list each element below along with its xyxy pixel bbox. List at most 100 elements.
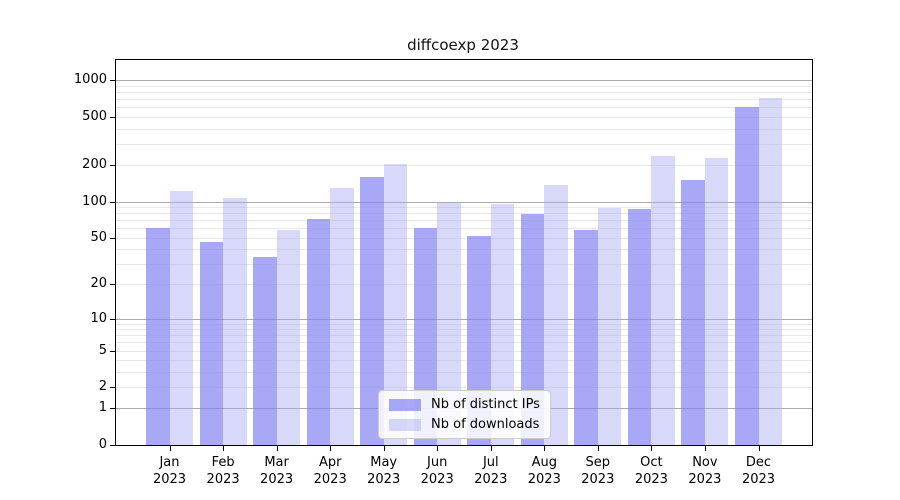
x-tick-mark [223, 445, 225, 451]
x-tick-mark [544, 445, 546, 451]
x-tick-mark [330, 445, 332, 451]
gridline-minor [116, 387, 812, 388]
gridline-minor [116, 329, 812, 331]
x-tick-label: Jan 2023 [152, 455, 187, 487]
bar-distinct-ips-jan [146, 228, 170, 445]
gridline-minor [116, 323, 812, 325]
bar-downloads-dec [758, 97, 782, 445]
gridline-minor [116, 213, 812, 215]
x-tick-mark [758, 445, 760, 451]
gridline-minor [116, 228, 812, 230]
gridline-minor [116, 342, 812, 344]
y-tick-label: 2 [98, 379, 107, 394]
bar-distinct-ips-may [360, 176, 384, 445]
gridline-minor [116, 249, 812, 250]
legend-swatch-distinct-ips [389, 398, 421, 411]
gridline-minor [116, 107, 812, 109]
y-tick-mark [110, 318, 116, 320]
x-tick-mark [383, 445, 385, 451]
y-tick-label: 10 [90, 310, 107, 326]
gridline-minor [116, 117, 812, 118]
legend-row: Nb of downloads [389, 417, 540, 432]
y-tick-mark [110, 237, 116, 239]
gridline-major [116, 201, 812, 203]
gridline-minor [116, 143, 812, 145]
bar-downloads-jan [169, 191, 193, 445]
plot-area: Nb of distinct IPs Nb of downloads 1000 50… [74, 59, 813, 487]
x-tick-mark [276, 445, 278, 451]
bar-distinct-ips-dec [735, 107, 759, 445]
x-tick-label: Feb 2023 [206, 455, 240, 487]
x-tick-label: Jul 2023 [474, 455, 508, 487]
bar-distinct-ips-feb [199, 241, 224, 445]
bar-downloads-mar [276, 229, 301, 445]
bar-downloads-nov [704, 158, 729, 445]
gridline-minor [116, 220, 812, 222]
y-tick-label: 200 [82, 157, 107, 173]
x-tick-label: Sep 2023 [581, 455, 615, 487]
gridline-major [116, 318, 812, 320]
bar-downloads-aug [544, 185, 568, 445]
x-tick-mark [169, 445, 171, 451]
x-tick-label: Aug 2023 [527, 455, 561, 487]
legend: Nb of distinct IPs Nb of downloads [378, 390, 551, 439]
gridline-minor [116, 263, 812, 265]
y-tick-mark [110, 165, 116, 167]
gridline-minor [116, 207, 812, 208]
x-tick-label: Apr 2023 [313, 455, 347, 487]
bar-distinct-ips-sep [574, 229, 598, 445]
bar-distinct-ips-oct [627, 208, 652, 445]
x-tick-mark [597, 445, 599, 451]
gridline-minor [116, 99, 812, 101]
x-tick-label: Jun 2023 [420, 455, 454, 487]
x-tick-label: May 2023 [367, 455, 401, 487]
legend-label: Nb of downloads [431, 417, 540, 432]
legend-label: Nb of distinct IPs [431, 397, 540, 412]
bar-downloads-apr [330, 187, 354, 445]
x-tick-label: Nov 2023 [688, 455, 722, 487]
y-tick-label: 50 [90, 229, 107, 245]
y-tick-mark [110, 350, 116, 352]
x-tick-label: Mar 2023 [260, 455, 294, 487]
bar-downloads-jul [490, 203, 515, 445]
gridline-minor [116, 350, 812, 352]
y-tick-label: 5 [98, 342, 107, 358]
y-tick-mark [110, 284, 116, 286]
bar-downloads-oct [651, 155, 675, 445]
y-tick-label: 100 [82, 193, 107, 209]
chart-title: diffcoexp 2023 [407, 36, 519, 54]
x-tick-label: Dec 2023 [741, 455, 776, 487]
bar-distinct-ips-apr [306, 218, 331, 445]
y-tick-label: 1000 [73, 72, 107, 88]
bar-downloads-feb [223, 197, 247, 445]
y-tick-label: 1 [98, 400, 107, 416]
bar-distinct-ips-nov [681, 180, 705, 445]
x-tick-mark [704, 445, 706, 451]
y-tick-mark [110, 117, 116, 118]
gridline-minor [116, 360, 812, 362]
gridline-minor [116, 237, 812, 239]
legend-row: Nb of distinct IPs [389, 397, 540, 412]
y-tick-mark [110, 408, 116, 410]
y-tick-label: 0 [98, 437, 107, 452]
y-tick-label: 20 [90, 276, 107, 292]
legend-swatch-downloads [389, 418, 421, 431]
gridline-major [116, 80, 812, 82]
y-tick-mark [110, 445, 116, 446]
x-tick-mark [490, 445, 492, 451]
gridline-minor [116, 86, 812, 87]
bar-downloads-sep [597, 207, 622, 445]
y-tick-label: 500 [82, 109, 107, 124]
bar-distinct-ips-mar [253, 257, 277, 445]
gridline-minor [116, 92, 812, 94]
bar-distinct-ips-aug [520, 214, 545, 445]
y-tick-mark [110, 387, 116, 388]
gridline-minor [116, 335, 812, 337]
x-tick-mark [651, 445, 653, 451]
gridline-minor [116, 128, 812, 130]
x-tick-mark [437, 445, 439, 451]
y-tick-mark [110, 201, 116, 203]
gridline-minor [116, 284, 812, 286]
bar-downloads-jun [437, 202, 461, 445]
